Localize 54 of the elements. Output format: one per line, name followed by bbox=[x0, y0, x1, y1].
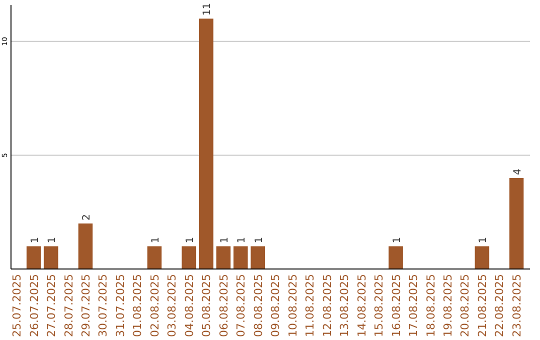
x-tick-label: 25.07.2025 bbox=[10, 274, 24, 337]
bar bbox=[388, 246, 403, 269]
bar bbox=[44, 246, 58, 269]
x-tick-label: 13.08.2025 bbox=[338, 274, 352, 337]
x-tick-label: 30.07.2025 bbox=[96, 274, 110, 337]
x-tick-label: 17.08.2025 bbox=[407, 274, 420, 337]
x-tick-label: 28.07.2025 bbox=[62, 274, 76, 337]
bar bbox=[509, 178, 524, 269]
bar bbox=[26, 246, 41, 269]
x-tick-label: 09.08.2025 bbox=[269, 274, 282, 337]
x-tick-label: 15.08.2025 bbox=[372, 274, 386, 337]
bar bbox=[78, 223, 93, 269]
x-tick-label: 20.08.2025 bbox=[458, 274, 472, 337]
x-tick-label: 21.08.2025 bbox=[476, 274, 489, 337]
x-tick-label: 11.08.2025 bbox=[304, 274, 317, 337]
x-tick-label: 26.07.2025 bbox=[28, 274, 41, 337]
bar bbox=[182, 246, 196, 269]
x-tick-label: 12.08.2025 bbox=[320, 274, 334, 337]
data-label: 1 bbox=[478, 236, 489, 244]
x-tick-label: 22.08.2025 bbox=[493, 274, 506, 337]
x-tick-label: 18.08.2025 bbox=[424, 274, 438, 337]
data-label: 1 bbox=[254, 236, 265, 244]
data-label: 2 bbox=[81, 214, 92, 220]
x-tick-label: 05.08.2025 bbox=[200, 274, 214, 337]
bar bbox=[233, 246, 248, 269]
x-tick-label: 06.08.2025 bbox=[217, 274, 230, 337]
data-label: 1 bbox=[219, 236, 230, 244]
x-tick-label: 19.08.2025 bbox=[442, 274, 455, 337]
x-tick-label: 16.08.2025 bbox=[390, 274, 403, 337]
x-tick-label: 03.08.2025 bbox=[166, 274, 179, 337]
bar bbox=[216, 246, 231, 269]
x-tick-label: 10.08.2025 bbox=[286, 274, 300, 337]
data-label: 1 bbox=[30, 236, 41, 244]
x-tick-label: 01.08.2025 bbox=[131, 274, 144, 337]
data-label: 1 bbox=[236, 236, 248, 244]
x-tick-label: 23.08.2025 bbox=[510, 274, 524, 337]
x-tick-label: 29.07.2025 bbox=[79, 274, 92, 337]
x-tick-label: 27.07.2025 bbox=[45, 274, 58, 337]
x-tick-label: 14.08.2025 bbox=[355, 274, 368, 337]
data-label: 1 bbox=[47, 236, 58, 244]
data-label: 1 bbox=[392, 236, 403, 244]
x-tick-label: 08.08.2025 bbox=[252, 274, 265, 337]
x-tick-label: 02.08.2025 bbox=[148, 274, 162, 337]
bar bbox=[147, 246, 162, 269]
x-tick-label: 04.08.2025 bbox=[182, 274, 196, 337]
bar bbox=[250, 246, 266, 269]
data-label: 1 bbox=[184, 236, 196, 244]
x-tick-label: 31.07.2025 bbox=[114, 274, 127, 337]
data-label: 1 bbox=[150, 236, 162, 244]
bar bbox=[199, 18, 214, 269]
bar bbox=[474, 246, 490, 269]
x-tick-label: 07.08.2025 bbox=[234, 274, 248, 337]
data-label: 11 bbox=[202, 2, 214, 16]
data-label: 4 bbox=[512, 168, 524, 175]
